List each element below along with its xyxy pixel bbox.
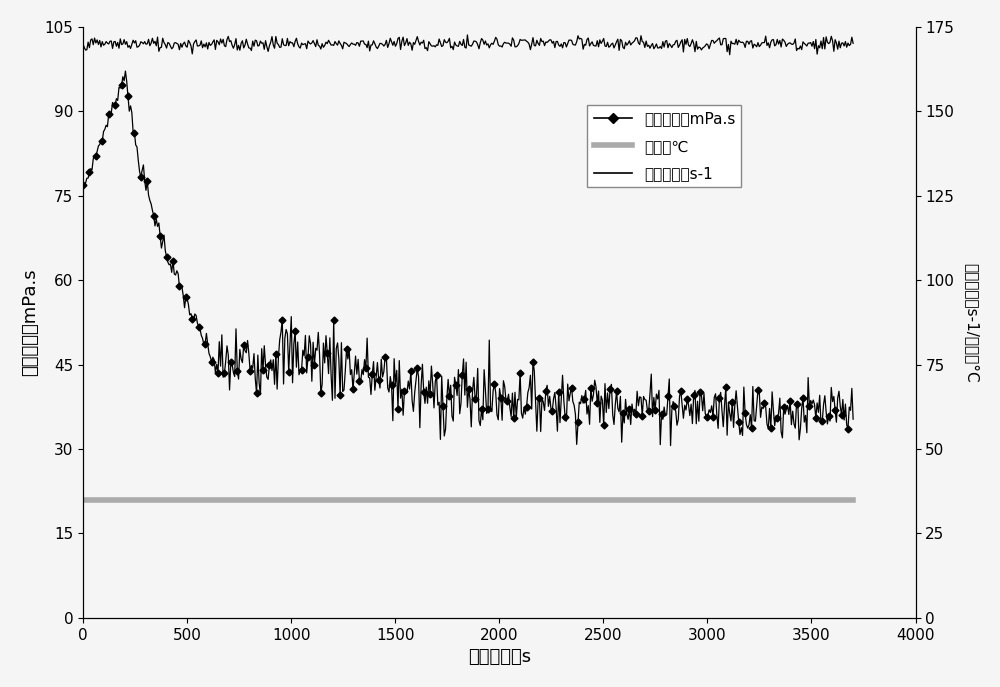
Legend: 剪切粘度，mPa.s, 温度，℃, 剪切速率，s-1: 剪切粘度，mPa.s, 温度，℃, 剪切速率，s-1	[587, 105, 741, 187]
Y-axis label: 剪切粘度，mPa.s: 剪切粘度，mPa.s	[21, 269, 39, 376]
Y-axis label: 剪切速率，s-1/温度，°C: 剪切速率，s-1/温度，°C	[964, 262, 979, 382]
X-axis label: 剪切时间，s: 剪切时间，s	[468, 648, 531, 666]
